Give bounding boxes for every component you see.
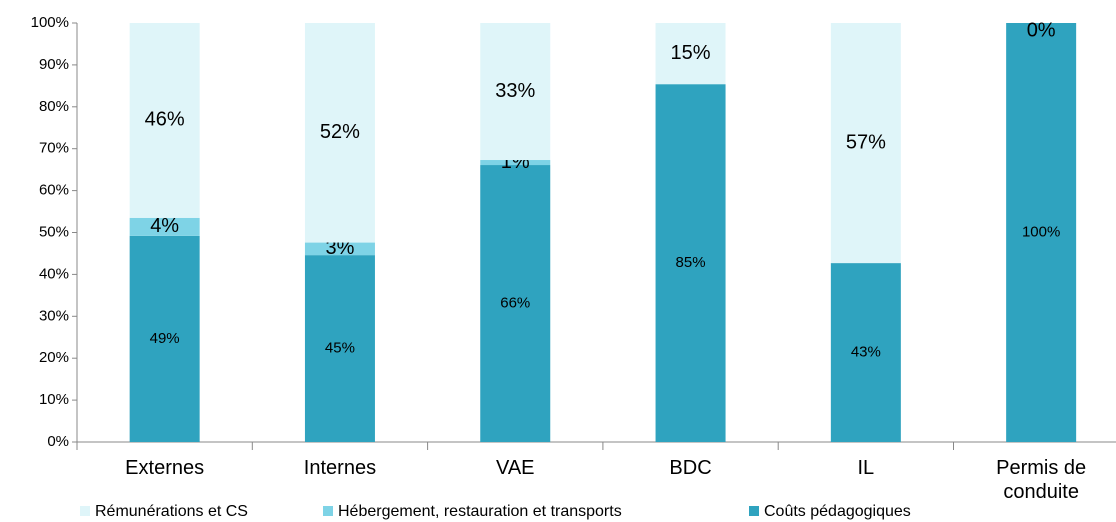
legend-swatch [80, 506, 90, 516]
bar-segment [480, 23, 551, 161]
x-tick-label: BDC [669, 457, 712, 479]
x-label-box: IL [857, 457, 875, 479]
data-label: 0% [1027, 19, 1056, 41]
x-label-box: Internes [303, 457, 377, 479]
bar-segment [480, 165, 551, 442]
x-tick-label: IL [857, 457, 875, 479]
legend-swatch [749, 506, 759, 516]
bar-segment [129, 23, 200, 218]
x-label-box: BDC [669, 457, 712, 479]
data-label: 43% [851, 344, 881, 361]
y-tick-label: 50% [39, 223, 69, 240]
y-tick-label: 20% [39, 349, 69, 366]
data-label: 66% [500, 294, 530, 311]
y-tick-label: 60% [39, 182, 69, 199]
data-label: 33% [495, 80, 535, 102]
y-tick-label: 90% [39, 56, 69, 73]
data-label: 57% [846, 131, 886, 153]
x-tick-label: Externes [125, 457, 205, 479]
legend-label: Coûts pédagogiques [764, 503, 911, 520]
legend-label: Rémunérations et CS [95, 503, 248, 520]
data-label: 49% [150, 330, 180, 347]
y-tick-label: 0% [47, 433, 69, 450]
y-tick-label: 80% [39, 98, 69, 115]
data-label: 100% [1022, 223, 1060, 240]
data-label: 4% [150, 215, 179, 237]
y-tick-label: 10% [39, 391, 69, 408]
bar-segment [480, 160, 551, 166]
legend-label: Hébergement, restauration et transports [338, 503, 622, 520]
bar-segment [304, 255, 375, 442]
bar-segment [129, 235, 200, 442]
data-label: 52% [320, 121, 360, 143]
x-tick-label: VAE [495, 457, 535, 479]
bar-segment [830, 23, 901, 264]
y-tick-label: 40% [39, 265, 69, 282]
bar-segment [304, 23, 375, 243]
bar-segment [129, 217, 200, 236]
data-label: 46% [145, 109, 185, 131]
bar-segment [1006, 23, 1077, 442]
x-label-box: Externes [125, 457, 205, 479]
data-label: 3% [325, 237, 354, 259]
data-label: 15% [671, 42, 711, 64]
x-label-box: VAE [495, 457, 535, 479]
y-tick-label: 100% [31, 14, 69, 31]
bar-segment [655, 84, 726, 442]
data-label: 85% [676, 254, 706, 271]
x-label-box: Permis de conduite [996, 457, 1087, 503]
data-label: 45% [325, 340, 355, 357]
y-tick-label: 30% [39, 307, 69, 324]
bar-segment [304, 242, 375, 256]
x-tick-label: Internes [303, 457, 377, 479]
bar-segment [655, 23, 726, 85]
x-tick-label: Permis de conduite [996, 457, 1087, 503]
bar-segment [830, 263, 901, 442]
y-tick-label: 70% [39, 140, 69, 157]
legend-swatch [323, 506, 333, 516]
